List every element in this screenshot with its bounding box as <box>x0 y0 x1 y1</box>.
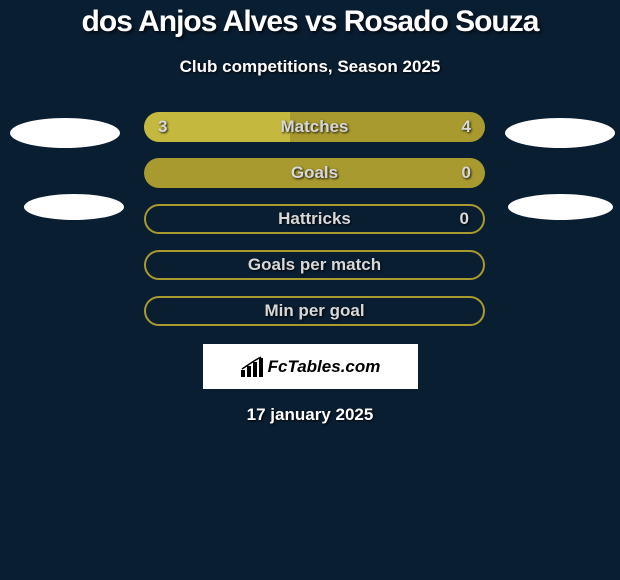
stats-column: 3 Matches 4 Goals 0 Hattricks 0 Goals pe… <box>124 112 505 326</box>
player-right-column <box>505 112 615 220</box>
page-subtitle: Club competitions, Season 2025 <box>180 57 441 77</box>
stat-goals-label: Goals <box>144 163 485 183</box>
stat-gpm-label: Goals per match <box>146 255 483 275</box>
logo-text: FcTables.com <box>268 357 381 377</box>
logo-box: FcTables.com <box>203 344 418 389</box>
stat-mpg-label: Min per goal <box>146 301 483 321</box>
stat-mpg-bar: Min per goal <box>144 296 485 326</box>
stat-goals-bar: Goals 0 <box>144 158 485 188</box>
stat-hattricks-label: Hattricks <box>146 209 483 229</box>
stat-matches-label: Matches <box>144 117 485 137</box>
chart-container: dos Anjos Alves vs Rosado Souza Club com… <box>0 0 620 425</box>
stats-area: 3 Matches 4 Goals 0 Hattricks 0 Goals pe… <box>0 112 620 326</box>
player-right-photo <box>505 118 615 148</box>
page-title: dos Anjos Alves vs Rosado Souza <box>82 5 539 39</box>
stat-matches-bar: 3 Matches 4 <box>144 112 485 142</box>
stat-hattricks-right: 0 <box>460 209 469 229</box>
date-text: 17 january 2025 <box>247 405 374 425</box>
chart-icon <box>240 356 264 378</box>
stat-matches-right: 4 <box>462 117 471 137</box>
player-left-photo <box>10 118 120 148</box>
player-left-logo <box>24 194 124 220</box>
stat-goals-right: 0 <box>462 163 471 183</box>
player-left-column <box>5 112 124 220</box>
player-right-logo <box>508 194 613 220</box>
stat-gpm-bar: Goals per match <box>144 250 485 280</box>
stat-hattricks-bar: Hattricks 0 <box>144 204 485 234</box>
